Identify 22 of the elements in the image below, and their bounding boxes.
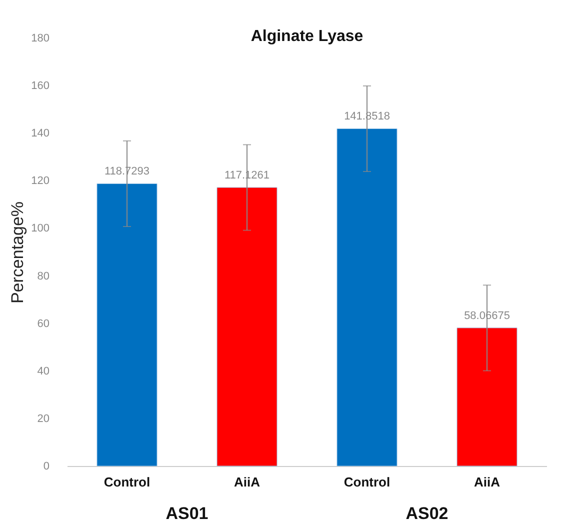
text: AS01	[166, 504, 208, 523]
y-tick-label: 60	[37, 318, 50, 330]
y-axis-title: Percentage%	[8, 201, 28, 304]
bar	[216, 187, 278, 466]
y-tick-label: 40	[37, 365, 50, 378]
y-tick-label: 140	[31, 128, 50, 140]
y-tick-label: 100	[31, 222, 50, 235]
x-tick-label: Control	[104, 474, 150, 490]
x-tick-label: AiiA	[234, 474, 261, 490]
bar	[336, 128, 398, 466]
y-tick-label: 20	[37, 412, 50, 425]
chart-title: Alginate Lyase	[250, 28, 364, 45]
bar	[456, 328, 518, 466]
x-tick-label: Control	[344, 474, 390, 490]
y-tick-label: 160	[31, 80, 50, 92]
y-tick-label: 0	[43, 460, 50, 472]
y-tick-label: 120	[31, 175, 50, 188]
text: AS02	[406, 504, 448, 523]
x-tick-label: AiiA	[474, 474, 501, 490]
bar	[96, 183, 158, 466]
y-tick-label: 180	[31, 32, 50, 44]
y-tick-label: 80	[37, 270, 50, 282]
